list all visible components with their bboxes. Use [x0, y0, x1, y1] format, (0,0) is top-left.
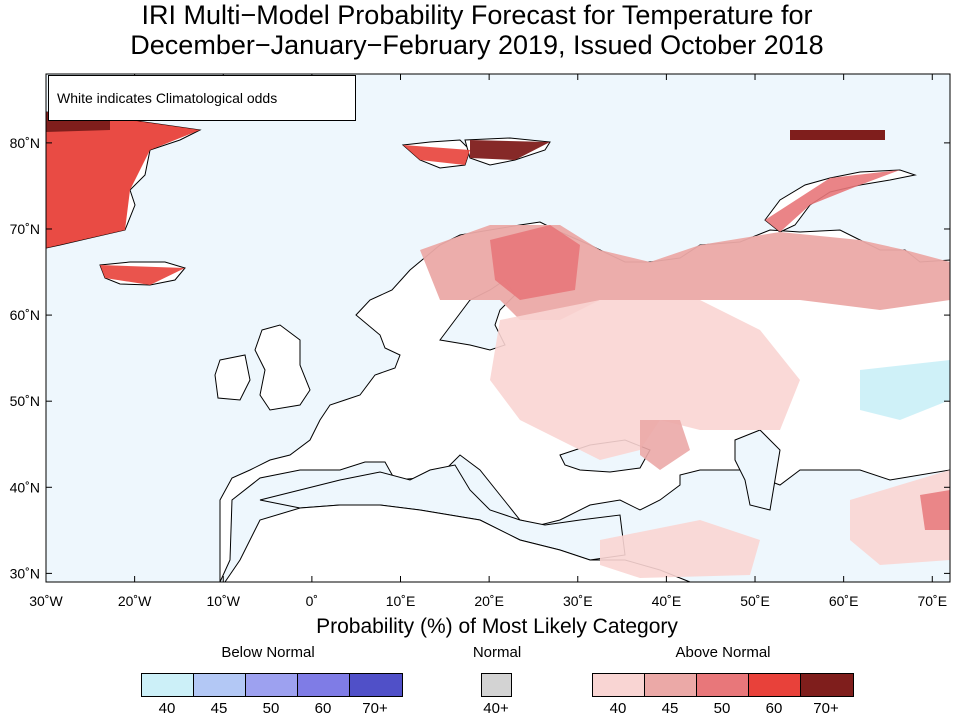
legend-below-normal-swatches [141, 673, 403, 697]
map-title-line2: December−January−February 2019, Issued O… [130, 30, 824, 60]
legend-above-label-50: 50 [713, 700, 731, 717]
legend-below-label-70plus: 70+ [362, 700, 388, 717]
lat-label: 60˚N [10, 307, 40, 323]
map-border [45, 73, 951, 583]
latitude-labels: 30˚N 40˚N 50˚N 60˚N 70˚N 80˚N [10, 135, 40, 582]
swatch-below-50 [246, 674, 298, 696]
legend-above-label-45: 45 [661, 700, 679, 717]
legend-normal-title: Normal [472, 644, 522, 661]
lon-label: 10˚W [207, 593, 241, 609]
legend-below-normal-title: Below Normal [221, 644, 315, 661]
probability-region [470, 140, 550, 160]
legend-below-label-40: 40 [158, 700, 176, 717]
probability-region [790, 130, 885, 140]
swatch-above-40 [593, 674, 645, 696]
great-britain-land [254, 324, 311, 411]
probability-region [850, 470, 950, 565]
legend-normal-swatches [481, 673, 512, 697]
legend-above-normal-title: Above Normal [675, 644, 771, 661]
probability-region [490, 225, 580, 300]
longitude-labels: 30˚W 20˚W 10˚W 0˚ 10˚E 20˚E 30˚E 40˚E 50˚E 60˚E 70… [29, 593, 947, 609]
caspian-sea [734, 429, 781, 511]
legend-title: Probability (%) of Most Likely Category [316, 615, 678, 638]
swatch-above-45 [645, 674, 697, 696]
lon-label: 0˚ [306, 593, 318, 609]
swatch-above-70plus [801, 674, 853, 696]
map-title-line1: IRI Multi−Model Probability Forecast for… [141, 0, 813, 30]
lat-label: 30˚N [10, 565, 40, 581]
swatch-normal-40plus [482, 674, 511, 696]
probability-region [640, 420, 690, 470]
swatch-below-60 [298, 674, 350, 696]
probability-region [490, 300, 800, 460]
legend-below-label-45: 45 [210, 700, 228, 717]
lat-label: 70˚N [10, 221, 40, 237]
probability-region [403, 145, 470, 165]
legend-above-label-40: 40 [609, 700, 627, 717]
legend-normal-label-40plus: 40+ [483, 700, 509, 717]
probability-region [765, 170, 900, 232]
probability-cells [46, 112, 950, 578]
probability-region [920, 490, 950, 530]
legend-below-label-60: 60 [314, 700, 332, 717]
lat-label: 50˚N [10, 393, 40, 409]
probability-region [46, 112, 200, 248]
lat-label: 40˚N [10, 479, 40, 495]
lon-label: 30˚E [563, 593, 593, 609]
ireland-land [214, 354, 251, 401]
legend-above-normal-swatches [592, 673, 854, 697]
probability-region [100, 265, 185, 285]
lon-label: 40˚E [652, 593, 682, 609]
lon-label: 50˚E [740, 593, 770, 609]
swatch-below-70plus [350, 674, 402, 696]
swatch-above-50 [697, 674, 749, 696]
swatch-above-60 [749, 674, 801, 696]
legend-below-label-50: 50 [262, 700, 280, 717]
lon-label: 20˚W [118, 593, 152, 609]
climatology-note: White indicates Climatological odds [48, 75, 356, 121]
lon-label: 60˚E [829, 593, 859, 609]
probability-region [600, 520, 760, 578]
lon-label: 10˚E [386, 593, 416, 609]
lat-label: 80˚N [10, 135, 40, 151]
probability-region [860, 360, 950, 420]
legend-above-label-60: 60 [765, 700, 783, 717]
map-frame [45, 73, 951, 583]
lon-label: 70˚E [917, 593, 947, 609]
legend-above-label-70plus: 70+ [813, 700, 839, 717]
swatch-below-40 [142, 674, 194, 696]
lon-label: 20˚E [474, 593, 504, 609]
swatch-below-45 [194, 674, 246, 696]
lon-label: 30˚W [29, 593, 63, 609]
